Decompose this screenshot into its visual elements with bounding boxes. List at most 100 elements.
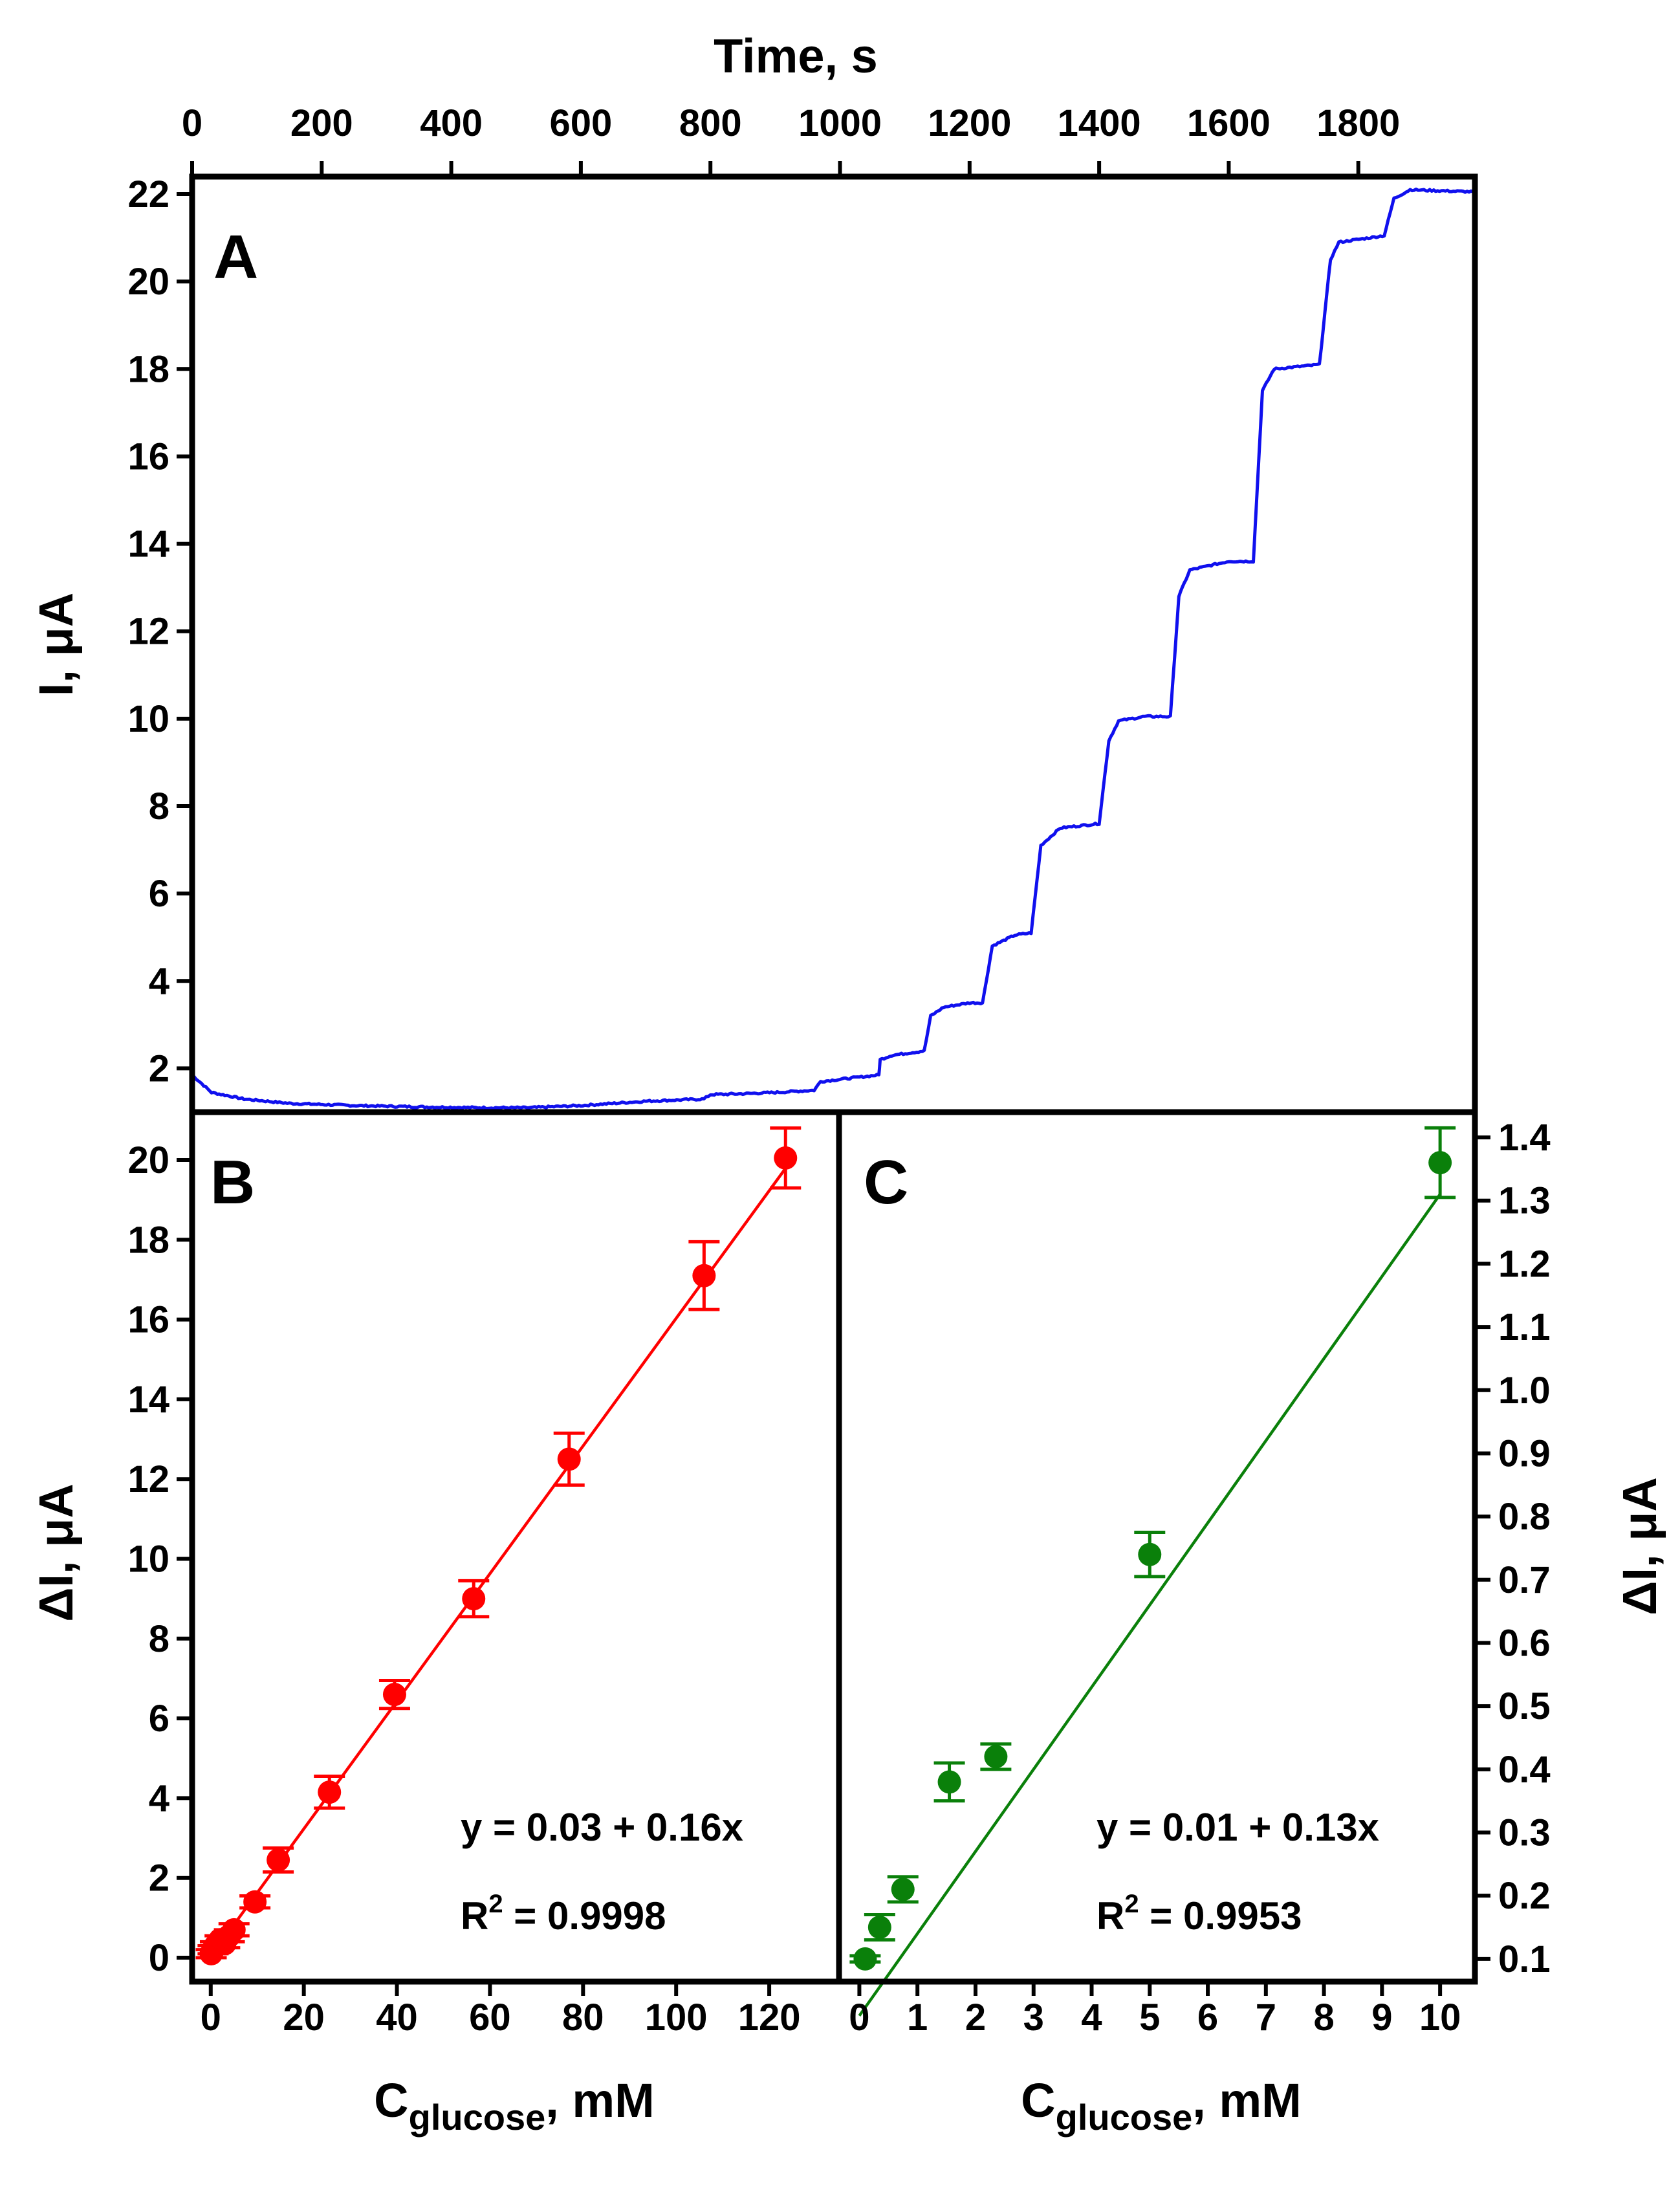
concentration-axis-ticks-b: 0 20 40 60 80 100 120 [201,1982,801,2039]
delta-current-tick-label: 0.4 [1498,1749,1551,1791]
time-tick-label: 1000 [798,102,882,144]
delta-current-tick-label: 0.6 [1498,1622,1551,1664]
current-tick-label: 4 [149,960,169,1002]
delta-current-tick-label: 0 [149,1937,169,1979]
concentration-tick-label: 7 [1256,1997,1276,2039]
panel-label-b: B [210,1148,255,1217]
concentration-tick-label: 2 [965,1997,986,2039]
current-tick-label: 2 [149,1047,169,1089]
concentration-tick-label: 60 [469,1997,511,2039]
concentration-tick-label: 3 [1023,1997,1044,2039]
data-point [867,1916,891,1939]
current-tick-label: 18 [127,348,169,390]
data-point [318,1780,342,1804]
delta-current-axis-title-b: ΔI, μA [29,1483,83,1622]
delta-current-tick-label: 1.0 [1498,1370,1551,1412]
data-point [891,1877,915,1901]
concentration-tick-label: 4 [1081,1997,1102,2039]
current-tick-label: 16 [127,435,169,477]
concentration-tick-label: 1 [907,1997,928,2039]
panel-c: 0 1 2 3 4 5 6 7 8 9 10 0.1 0.2 0.3 0.4 0.5 0.6 0.7 0.8 0.9… [836,1109,1666,2138]
delta-current-tick-label: 1.1 [1498,1306,1551,1348]
time-tick-label: 1800 [1316,102,1400,144]
data-point [382,1683,406,1707]
time-tick-label: 1400 [1058,102,1141,144]
data-point [1138,1542,1162,1566]
concentration-tick-label: 0 [849,1997,869,2039]
concentration-tick-label: 120 [738,1997,801,2039]
current-tick-label: 8 [149,785,169,827]
delta-current-tick-label: 16 [127,1299,169,1341]
delta-current-tick-label: 0.8 [1498,1496,1551,1538]
delta-current-tick-label: 8 [149,1618,169,1660]
data-point [692,1264,716,1287]
data-points-c [849,1126,1456,1971]
concentration-axis-ticks-c: 0 1 2 3 4 5 6 7 8 9 10 [849,1982,1461,2039]
fit-line-b [209,1164,789,1958]
fit-equation-b: y = 0.03 + 0.16x [461,1806,743,1849]
r-squared-c: R2 = 0.9953 [1096,1890,1302,1938]
data-points-b [195,1126,802,1965]
delta-current-tick-label: 0.1 [1498,1938,1551,1980]
current-tick-label: 20 [127,261,169,303]
time-axis-title: Time, s [714,29,878,83]
data-point [462,1587,486,1611]
concentration-tick-label: 5 [1139,1997,1160,2039]
data-point [774,1146,798,1170]
current-axis-title: I, μA [29,593,83,696]
time-tick-label: 1600 [1187,102,1271,144]
delta-current-axis-ticks-b: 0 2 4 6 8 10 12 14 16 18 20 [127,1139,192,1979]
delta-current-tick-label: 14 [127,1379,169,1421]
time-axis-ticks: 0 200 400 600 800 1000 1200 1400 1600 1800 [182,102,1400,177]
panel-label-c: C [864,1148,908,1217]
data-point [222,1918,246,1942]
data-point [853,1947,877,1971]
data-point [1428,1151,1452,1175]
delta-current-tick-label: 0.5 [1498,1685,1551,1727]
delta-current-tick-label: 6 [149,1698,169,1740]
current-tick-label: 22 [127,173,169,215]
delta-current-axis-ticks-c: 0.1 0.2 0.3 0.4 0.5 0.6 0.7 0.8 0.9 1.0 1.1 1.2 1.3 1… [1475,1117,1551,1980]
current-axis-ticks: 2 4 6 8 10 12 14 16 18 20 22 [127,173,192,1089]
r-squared-b: R2 = 0.9998 [461,1890,666,1938]
concentration-tick-label: 100 [645,1997,708,2039]
concentration-tick-label: 9 [1371,1997,1392,2039]
delta-current-tick-label: 10 [127,1538,169,1580]
delta-current-tick-label: 0.9 [1498,1432,1551,1474]
panel-label-a: A [213,223,258,292]
delta-current-tick-label: 12 [127,1458,169,1500]
time-tick-label: 200 [290,102,353,144]
current-trace [191,187,1476,1110]
data-point [984,1745,1008,1769]
fit-line-c [858,1193,1441,2017]
delta-current-tick-label: 1.4 [1498,1117,1551,1159]
data-point [937,1770,961,1794]
delta-current-tick-label: 18 [127,1219,169,1261]
delta-current-tick-label: 20 [127,1139,169,1181]
delta-current-axis-title-c: ΔI, μA [1613,1477,1666,1615]
delta-current-tick-label: 0.2 [1498,1875,1551,1917]
current-tick-label: 14 [127,523,169,565]
current-tick-label: 12 [127,611,169,653]
panel-b: 0 20 40 60 80 100 120 0 2 4 6 8 10 12 14 16 18 20 B y = … [29,1109,842,2138]
delta-current-tick-label: 1.2 [1498,1243,1551,1285]
concentration-tick-label: 8 [1313,1997,1334,2039]
data-point [557,1447,581,1471]
concentration-tick-label: 20 [283,1997,325,2039]
fit-equation-c: y = 0.01 + 0.13x [1096,1806,1379,1849]
time-tick-label: 600 [550,102,613,144]
concentration-axis-title-c: Cglucose, mM [1021,2073,1302,2138]
delta-current-tick-label: 0.7 [1498,1559,1551,1601]
concentration-tick-label: 80 [562,1997,604,2039]
data-point [243,1890,267,1914]
time-tick-label: 1200 [928,102,1011,144]
delta-current-tick-label: 0.3 [1498,1811,1551,1854]
concentration-tick-label: 6 [1197,1997,1218,2039]
concentration-tick-label: 0 [201,1997,221,2039]
time-tick-label: 0 [182,102,202,144]
concentration-tick-label: 40 [376,1997,418,2039]
time-tick-label: 800 [679,102,742,144]
time-tick-label: 400 [420,102,483,144]
concentration-tick-label: 10 [1419,1997,1461,2039]
